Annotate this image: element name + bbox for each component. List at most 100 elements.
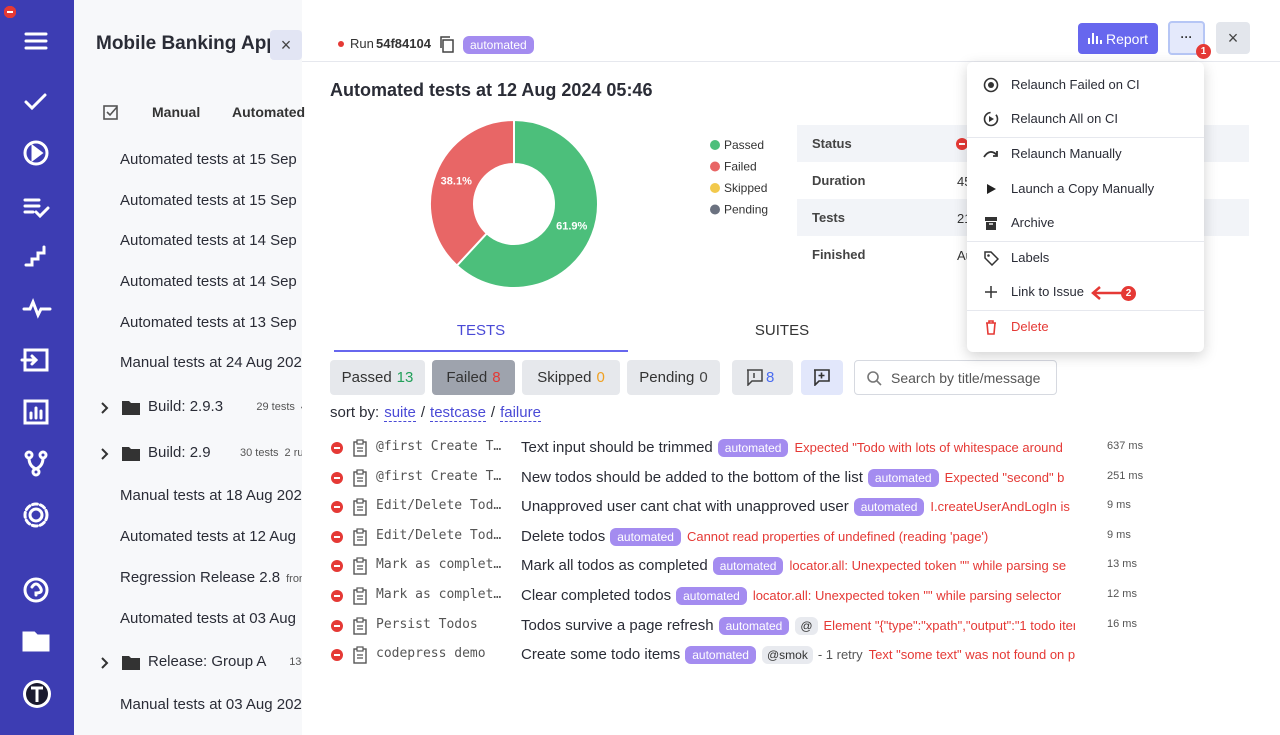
test-line[interactable]: New todos should be added to the bottom …	[521, 467, 1075, 491]
tab[interactable]: TESTS	[456, 322, 506, 339]
run-item[interactable]: Manual tests at 03 Aug 202	[96, 694, 302, 718]
menu-icon	[983, 151, 998, 158]
test-title: Create some todo items	[521, 646, 681, 664]
run-item[interactable]: Manual tests at 24 Aug 2024	[96, 352, 302, 376]
sort-option[interactable]: suite	[384, 404, 416, 422]
test-title: Text input should be trimmed	[521, 439, 713, 456]
test-time: 13 ms	[1107, 558, 1137, 571]
run-item[interactable]: Regression Release 2.8from	[96, 567, 302, 591]
run-item[interactable]: Automated tests at 14 Sep	[96, 230, 302, 254]
test-icon	[353, 439, 367, 457]
stat-label: Status	[812, 136, 852, 151]
run-item[interactable]: Automated tests at 03 Aug	[96, 608, 302, 632]
run-title: Regression Release 2.8from	[120, 569, 302, 586]
test-tag: automated	[717, 439, 789, 457]
test-line[interactable]: Delete todos automated Cannot read propert…	[521, 526, 1075, 550]
test-time: 637 ms	[1107, 440, 1144, 452]
new-comment-button[interactable]	[801, 360, 843, 395]
pie-chart: 61.9% 38.1% Passed Failed Skipped Pending	[429, 118, 768, 289]
run-item[interactable]: Automated tests at 12 Aug	[96, 526, 302, 550]
menu-item[interactable]: Relaunch All on CI	[1011, 111, 1118, 126]
test-message: Expected "second" b	[944, 469, 1065, 485]
filter-button[interactable]: Passed 13	[330, 360, 425, 395]
run-item[interactable]: Automated tests at 15 Sep	[96, 190, 302, 214]
menu-icon	[986, 320, 996, 335]
menu-divider	[967, 309, 1204, 311]
test-suite: Mark as complet…	[376, 557, 502, 573]
filter-count: 0	[596, 369, 605, 386]
tab[interactable]: SUITES	[754, 322, 810, 339]
menu-icon	[984, 251, 999, 266]
new-comment-icon	[814, 369, 830, 386]
run-item[interactable]: Automated tests at 13 Sep	[96, 312, 302, 336]
folder-title: Build: 2.9	[148, 444, 211, 461]
test-icon	[353, 468, 367, 487]
sort-option[interactable]: failure	[500, 404, 541, 422]
run-title: Automated tests at 12 Aug 2024 05:46	[330, 80, 653, 100]
sort-separator: /	[490, 404, 496, 421]
test-tag: automated	[867, 468, 939, 487]
status-icon	[331, 530, 343, 543]
test-time: 9 ms	[1107, 499, 1131, 512]
menu-item[interactable]: Archive	[1011, 215, 1055, 230]
filter-count: 13	[396, 369, 414, 386]
folder-runs: 4 ru	[301, 401, 302, 413]
folder-icon	[122, 656, 140, 670]
test-line[interactable]: Create some todo items automated @smok - 1 …	[521, 644, 1075, 668]
menu-item[interactable]: Launch a Copy Manually	[1011, 181, 1155, 196]
status-icon	[331, 501, 343, 514]
menu-icon	[985, 286, 997, 298]
menu-icon	[987, 184, 996, 194]
menu-item[interactable]: Labels	[1011, 250, 1050, 265]
annotation-arrow	[1091, 286, 1122, 300]
close-button[interactable]: ×	[1216, 22, 1250, 54]
status-icon	[331, 442, 343, 454]
test-time: 16 ms	[1107, 617, 1137, 630]
test-tag: automated	[853, 498, 925, 517]
test-message: Element "{"type":"xpath","output":"1 tod…	[823, 617, 1075, 633]
folder-item[interactable]: Release: Group A 134 t	[96, 651, 302, 675]
run-item[interactable]: Automated tests at 14 Sep	[96, 271, 302, 295]
menu-divider	[967, 240, 1204, 242]
close-sidebar[interactable]: ×	[270, 30, 302, 60]
sidebar-tab[interactable]: Automated	[232, 104, 306, 120]
test-line[interactable]: Unapproved user cant chat with unapprove…	[521, 496, 1075, 520]
run-title: Manual tests at 03 Aug 202	[120, 696, 302, 713]
more-button[interactable]: ···	[1168, 21, 1205, 55]
test-tag: automated	[610, 527, 681, 546]
legend-marker	[710, 140, 720, 150]
filter-button[interactable]: Pending 0	[627, 360, 720, 395]
test-line[interactable]: Todos survive a page refresh automated @ El…	[521, 615, 1075, 639]
test-extra-tag: @	[795, 616, 818, 635]
test-message: I.createUserAndLogIn is	[930, 499, 1070, 515]
sidebar-tab[interactable]: Manual	[152, 104, 201, 120]
status-icon	[956, 138, 968, 150]
folder-item[interactable]: Build: 2.9.3 29 tests4 ru	[96, 396, 302, 420]
menu-item[interactable]: Link to Issue	[1011, 284, 1084, 299]
comment-icon	[747, 369, 763, 386]
run-item[interactable]: Manual tests at 18 Aug 2024	[96, 485, 302, 509]
menu-item[interactable]: Relaunch Manually	[1011, 146, 1122, 161]
folder-icon	[122, 401, 140, 415]
test-line[interactable]: Clear completed todos automated locator.al…	[521, 585, 1075, 609]
sort-option[interactable]: testcase	[430, 404, 486, 422]
search-input[interactable]: Search by title/message	[854, 360, 1057, 395]
test-suite: Edit/Delete Tod…	[376, 498, 502, 514]
run-id: 54f84104	[376, 36, 431, 51]
stat-label: Duration	[812, 173, 866, 188]
tab-icon	[103, 105, 118, 120]
search-icon	[867, 371, 882, 386]
comments-filter[interactable]: 8	[732, 360, 793, 395]
run-item[interactable]: Automated tests at 15 Sep	[96, 149, 302, 173]
report-button[interactable]: Report	[1078, 23, 1158, 54]
filter-button[interactable]: Skipped 0	[522, 360, 620, 395]
menu-item[interactable]: Delete	[1011, 319, 1049, 334]
run-title: Automated tests at 14 Sep	[120, 273, 297, 290]
filter-button[interactable]: Failed 8	[432, 360, 515, 395]
test-suite: Edit/Delete Tod…	[376, 527, 502, 543]
test-line[interactable]: Text input should be trimmed automated Exp…	[521, 437, 1075, 461]
test-line[interactable]: Mark all todos as completed automated loca…	[521, 555, 1075, 579]
menu-badge: 1	[1196, 44, 1211, 59]
menu-item[interactable]: Relaunch Failed on CI	[1011, 77, 1140, 92]
